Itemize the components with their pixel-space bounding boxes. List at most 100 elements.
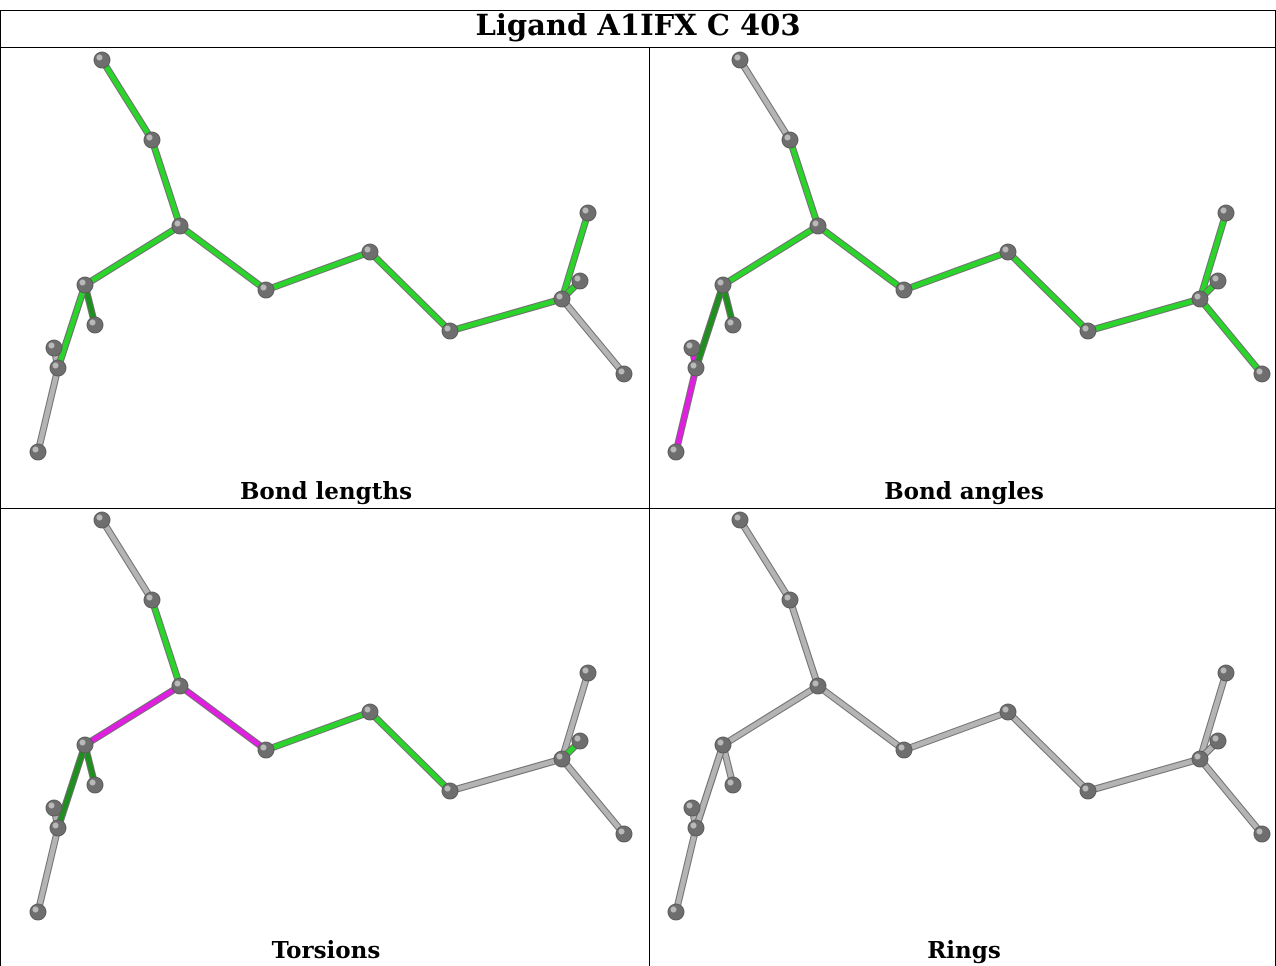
bond-green [1197, 210, 1229, 302]
atom-sphere [895, 741, 913, 759]
atom-highlight [48, 342, 55, 349]
bond-green [1197, 296, 1265, 377]
bond-green [263, 709, 373, 753]
atom-sphere [781, 591, 799, 609]
atom-sphere [714, 736, 732, 754]
panel-label-rings: Rings [927, 937, 1001, 964]
atom-highlight [364, 706, 371, 713]
bond-green [720, 223, 821, 288]
atom-highlight [898, 744, 905, 751]
atom-highlight [690, 362, 697, 369]
atom-sphere [683, 799, 701, 817]
bond-grey [693, 742, 726, 831]
atom-highlight [1256, 368, 1263, 375]
atom-highlight [727, 319, 734, 326]
atom-highlight [1082, 325, 1089, 332]
panel-label-bond-lengths: Bond lengths [239, 478, 413, 505]
bond-grey [35, 825, 61, 915]
atom-highlight [1194, 753, 1201, 760]
bond-grey [35, 365, 61, 455]
atom-highlight [1212, 275, 1219, 282]
atom-highlight [1256, 828, 1263, 835]
atom-highlight [260, 284, 267, 291]
bond-grey [901, 709, 1011, 753]
panel-label-torsions: Torsions [271, 937, 381, 964]
atom-highlight [574, 275, 581, 282]
atom-sphere [1217, 664, 1235, 682]
atom-highlight [444, 785, 451, 792]
atom-highlight [670, 906, 677, 913]
atom-highlight [260, 744, 267, 751]
bond-grey [559, 670, 591, 762]
atom-highlight [96, 514, 103, 521]
atom-highlight [717, 279, 724, 286]
bond-green [82, 223, 183, 288]
atom-highlight [146, 134, 153, 141]
atom-sphere [1191, 750, 1209, 768]
atom-highlight [618, 828, 625, 835]
bond-green [149, 137, 183, 229]
bond-green [367, 709, 453, 794]
bond-grey [737, 57, 793, 143]
bond-grey [1005, 709, 1091, 794]
bond-grey [559, 296, 627, 377]
atom-highlight [79, 279, 86, 286]
atom-highlight [812, 680, 819, 687]
atom-sphere [687, 819, 705, 837]
bond-green [55, 282, 88, 371]
atom-sphere [1209, 732, 1227, 750]
bond-green [177, 223, 269, 293]
atom-highlight [1002, 706, 1009, 713]
atom-highlight [727, 779, 734, 786]
bond-grey [1197, 756, 1265, 837]
atom-highlight [89, 779, 96, 786]
bond-green [1005, 249, 1091, 334]
atom-highlight [670, 446, 677, 453]
atom-highlight [1220, 207, 1227, 214]
atom-sphere [1253, 825, 1271, 843]
atom-highlight [717, 739, 724, 746]
atom-highlight [52, 362, 59, 369]
bond-magenta [82, 683, 183, 748]
atom-highlight [1220, 667, 1227, 674]
bond-grey [1197, 670, 1229, 762]
bond-dark_green [55, 742, 88, 831]
atom-highlight [32, 906, 39, 913]
bond-grey [1085, 756, 1203, 794]
bond-green [901, 249, 1011, 293]
atom-highlight [1082, 785, 1089, 792]
bond-grey [559, 756, 627, 837]
atom-highlight [32, 446, 39, 453]
atom-highlight [48, 802, 55, 809]
atom-highlight [146, 594, 153, 601]
bond-grey [737, 517, 793, 603]
bond-magenta [177, 683, 269, 753]
atom-highlight [686, 342, 693, 349]
atom-highlight [898, 284, 905, 291]
bond-green [1085, 296, 1203, 334]
figure-title: Ligand A1IFX C 403 [475, 8, 801, 42]
bond-magenta [673, 365, 699, 455]
atom-highlight [174, 220, 181, 227]
atom-highlight [574, 735, 581, 742]
atom-highlight [784, 594, 791, 601]
panel-label-bond-angles: Bond angles [884, 478, 1044, 505]
bond-grey [815, 683, 907, 753]
bond-dark_green [693, 282, 726, 371]
bond-grey [720, 683, 821, 748]
bond-green [559, 210, 591, 302]
atom-highlight [1194, 293, 1201, 300]
atom-highlight [556, 293, 563, 300]
atom-highlight [784, 134, 791, 141]
atom-sphere [724, 776, 742, 794]
atom-highlight [52, 822, 59, 829]
bond-grey [673, 825, 699, 915]
bond-grey [447, 756, 565, 794]
atom-sphere [809, 677, 827, 695]
bond-green [263, 249, 373, 293]
bond-green [99, 57, 155, 143]
bond-green [149, 597, 183, 689]
atom-sphere [731, 511, 749, 529]
